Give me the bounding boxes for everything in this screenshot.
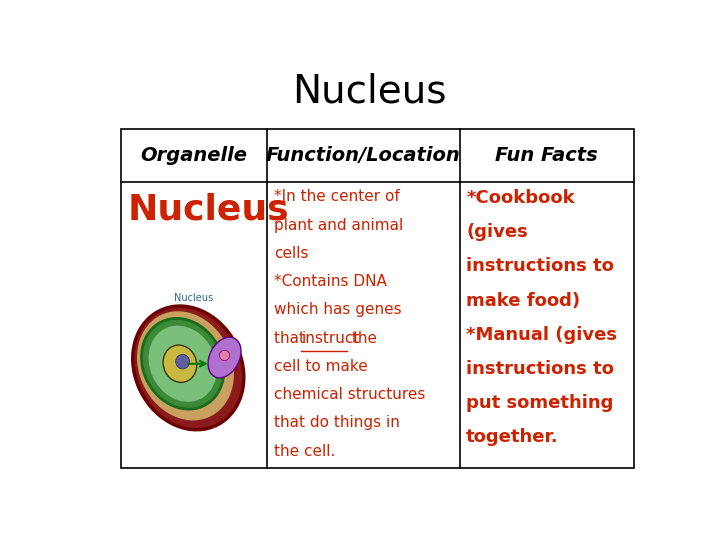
Ellipse shape <box>132 306 244 430</box>
Text: *In the center of: *In the center of <box>274 189 400 204</box>
Text: make food): make food) <box>467 292 580 309</box>
Text: instruct: instruct <box>302 330 360 346</box>
Text: the: the <box>347 330 377 346</box>
Text: chemical structures: chemical structures <box>274 387 425 402</box>
Text: (gives: (gives <box>467 224 528 241</box>
Text: put something: put something <box>467 394 613 412</box>
Text: Organelle: Organelle <box>140 146 248 165</box>
Text: the cell.: the cell. <box>274 444 335 458</box>
Bar <box>121 129 634 468</box>
Text: Nucleus: Nucleus <box>292 73 446 111</box>
Text: Nucleus: Nucleus <box>174 293 213 303</box>
Text: *Contains DNA: *Contains DNA <box>274 274 387 289</box>
Text: together.: together. <box>467 428 559 446</box>
Text: *Manual (gives: *Manual (gives <box>467 326 617 343</box>
Text: plant and animal: plant and animal <box>274 218 403 233</box>
Text: which has genes: which has genes <box>274 302 401 318</box>
Ellipse shape <box>163 345 197 382</box>
Ellipse shape <box>208 337 241 378</box>
Ellipse shape <box>148 326 217 402</box>
Text: Fun Facts: Fun Facts <box>495 146 598 165</box>
Text: cells: cells <box>274 246 308 261</box>
Ellipse shape <box>141 319 224 409</box>
Ellipse shape <box>176 354 189 369</box>
Text: instructions to: instructions to <box>467 258 614 275</box>
Text: *Cookbook: *Cookbook <box>467 189 575 207</box>
Text: cell to make: cell to make <box>274 359 367 374</box>
Ellipse shape <box>220 350 230 361</box>
Ellipse shape <box>137 311 234 421</box>
Text: that: that <box>274 330 310 346</box>
Text: Function/Location: Function/Location <box>266 146 461 165</box>
Text: instructions to: instructions to <box>467 360 614 378</box>
Text: Nucleus: Nucleus <box>127 192 289 226</box>
Text: that do things in: that do things in <box>274 415 400 430</box>
